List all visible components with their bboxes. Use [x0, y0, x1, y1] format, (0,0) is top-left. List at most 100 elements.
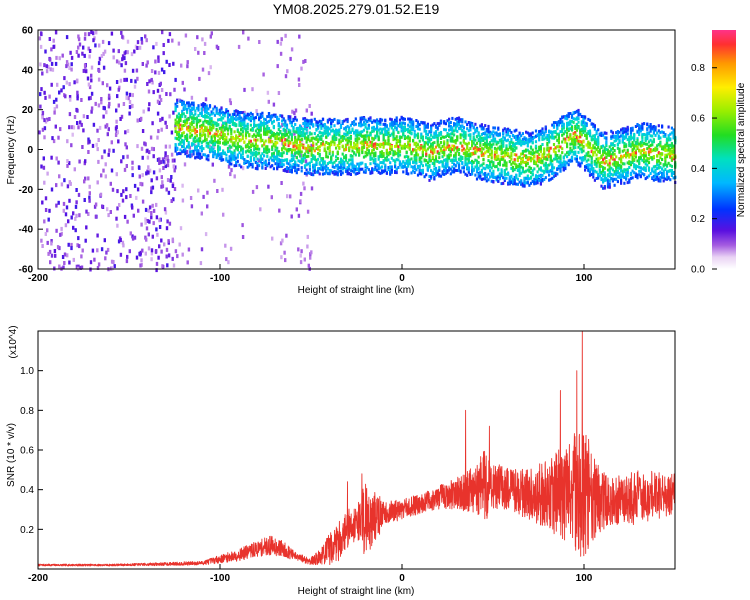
heatmap-cell-1345: [228, 113, 231, 117]
heatmap-cell-546: [163, 242, 166, 247]
heatmap-cell-1122: [205, 141, 208, 145]
heatmap-cell-1313: [225, 158, 228, 162]
heatmap-cell-3126: [410, 165, 413, 169]
heatmap-cell-4326: [533, 160, 536, 164]
heatmap-cell-3135: [412, 126, 415, 130]
heatmap-cell-1024: [195, 149, 198, 153]
heatmap-cell-2646: [361, 147, 364, 151]
heatmap-cell-1121: [205, 120, 208, 124]
heatmap-cell-2719: [369, 144, 372, 147]
heatmap-cell-2750: [372, 161, 375, 165]
heatmap-cell-513: [136, 46, 139, 50]
heatmap-cell-3523: [451, 132, 454, 136]
heatmap-cell-4676: [569, 151, 572, 155]
heatmap-cell-772: [188, 145, 192, 150]
heatmap-cell-1390: [233, 137, 236, 141]
heatmap-cell-3886: [489, 165, 492, 169]
heatmap-cell-230: [65, 35, 69, 40]
heatmap-cell-79: [210, 31, 213, 36]
heatmap-cell-4546: [556, 159, 559, 163]
heatmap-cell-486: [58, 56, 61, 61]
heatmap-cell-1877: [282, 118, 285, 122]
heatmap-cell-1452: [240, 132, 243, 136]
heatmap-cell-700: [120, 159, 123, 164]
heatmap-cell-3474: [446, 134, 449, 137]
heatmap-cell-3217: [420, 136, 423, 140]
heatmap-cell-4641: [566, 155, 569, 159]
heatmap-cell-3158: [413, 164, 416, 168]
heatmap-cell-3289: [428, 153, 431, 157]
heatmap-cell-3400: [438, 156, 441, 160]
heatmap-cell-1699: [264, 161, 267, 165]
heatmap-cell-1954: [290, 170, 293, 174]
heatmap-cell-2355: [331, 165, 334, 169]
heatmap-cell-4782: [580, 115, 583, 118]
heatmap-cell-2449: [341, 134, 344, 138]
heatmap-cell-370: [243, 110, 246, 115]
heatmap-cell-3015: [398, 163, 402, 167]
heatmap-cell-1497: [244, 124, 248, 128]
heatmap-cell-4320: [533, 135, 536, 139]
heatmap-cell-4597: [561, 130, 564, 134]
heatmap-cell-3005: [398, 160, 402, 164]
heatmap-cell-525: [145, 237, 148, 242]
heatmap-cell-913: [184, 121, 187, 125]
heatmap-cell-720: [136, 40, 140, 45]
heatmap-cell-3860: [485, 173, 488, 177]
heatmap-cell-2403: [336, 166, 339, 170]
heatmap-cell-2501: [346, 169, 349, 173]
heatmap-cell-1109: [204, 110, 207, 114]
heatmap-cell-917: [184, 152, 187, 156]
heatmap-cell-2341: [330, 143, 333, 147]
heatmap-cell-2256: [321, 157, 325, 161]
heatmap-cell-3830: [482, 158, 485, 162]
heatmap-cell-1636: [258, 147, 261, 151]
heatmap-cell-4771: [579, 162, 582, 166]
heatmap-cell-2272: [323, 131, 326, 135]
heatmap-cell-2763: [374, 142, 377, 146]
heatmap-cell-2423: [338, 128, 341, 132]
heatmap-cell-1005: [194, 112, 197, 116]
heatmap-cell-4825: [585, 159, 588, 163]
heatmap-cell-4710: [572, 135, 575, 139]
heatmap-cell-3403: [439, 130, 443, 134]
heatmap-cell-3313: [430, 142, 433, 146]
heatmap-cell-2567: [353, 151, 356, 155]
heatmap-cell-1753: [271, 148, 274, 151]
heatmap-cell-2353: [331, 137, 334, 140]
heatmap-cell-353: [229, 172, 232, 177]
heatmap-cell-2099: [305, 136, 308, 140]
heatmap-cell-4594: [561, 124, 564, 128]
heatmap-cell-3903: [490, 149, 493, 153]
heatmap-cell-4021: [502, 131, 505, 135]
heatmap-cell-4412: [543, 133, 546, 137]
heatmap-cell-3869: [487, 142, 490, 146]
heatmap-cell-1933: [289, 168, 292, 172]
heatmap-cell-814: [174, 126, 177, 130]
heatmap-cell-534: [155, 261, 159, 266]
heatmap-cell-2443: [341, 159, 344, 163]
heatmap-cell-2229: [318, 153, 321, 157]
heatmap-cell-1825: [277, 152, 280, 156]
heatmap-cell-299: [44, 196, 48, 201]
heatmap-cell-794: [108, 101, 111, 106]
heatmap-cell-1869: [282, 151, 285, 155]
heatmap-cell-411: [158, 157, 161, 162]
heatmap-cell-4483: [549, 146, 552, 150]
chart-title: YM08.2025.279.01.52.E19: [273, 1, 440, 17]
heatmap-cell-1240: [217, 123, 220, 127]
heatmap-cell-3460: [444, 163, 447, 167]
heatmap-cell-388: [136, 118, 139, 123]
heatmap-cell-1322: [226, 120, 230, 124]
heatmap-cell-508: [168, 63, 171, 67]
heatmap-cell-3729: [472, 160, 475, 164]
heatmap-cell-853: [177, 152, 180, 155]
heatmap-cell-375: [87, 176, 90, 181]
heatmap-cell-1330: [226, 159, 230, 163]
heatmap-cell-2133: [308, 119, 311, 123]
heatmap-cell-1268: [220, 128, 223, 132]
heatmap-cell-3338: [433, 158, 436, 162]
heatmap-cell-718: [109, 210, 112, 214]
heatmap-cell-3292: [428, 145, 431, 149]
heatmap-cell-4175: [518, 174, 521, 177]
